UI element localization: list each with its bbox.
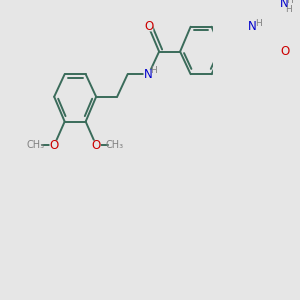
FancyBboxPatch shape [280,0,290,8]
FancyBboxPatch shape [143,70,154,79]
Text: O: O [50,139,59,152]
Text: O: O [280,45,290,58]
Text: H: H [286,0,293,5]
FancyBboxPatch shape [248,22,259,32]
FancyBboxPatch shape [50,141,59,150]
Text: O: O [144,20,153,33]
Text: CH₃: CH₃ [106,140,124,150]
Text: N: N [143,68,152,81]
FancyBboxPatch shape [92,141,101,150]
Text: H: H [255,19,262,28]
FancyBboxPatch shape [280,47,290,56]
Text: CH₃: CH₃ [26,140,44,150]
Text: H: H [286,4,292,14]
Text: N: N [248,20,257,33]
Text: N: N [280,0,289,10]
Text: H: H [150,66,157,75]
FancyBboxPatch shape [144,22,153,32]
Text: O: O [92,139,101,152]
